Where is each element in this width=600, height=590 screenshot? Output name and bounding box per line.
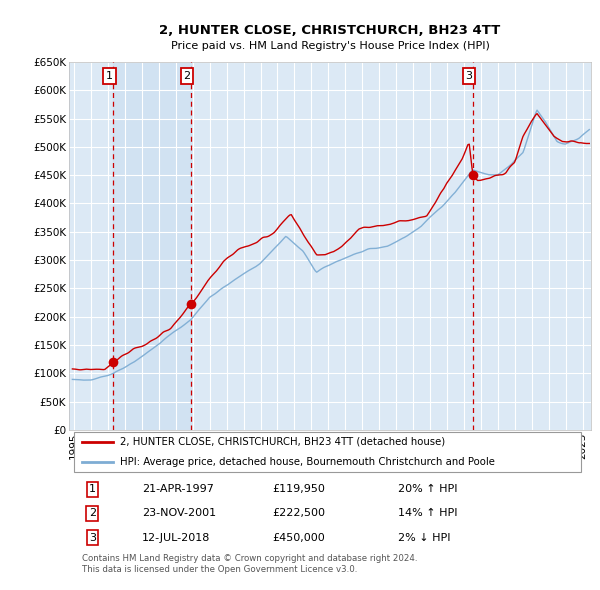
Text: 20% ↑ HPI: 20% ↑ HPI	[398, 484, 457, 494]
Text: 12-JUL-2018: 12-JUL-2018	[142, 533, 211, 543]
Text: 3: 3	[89, 533, 96, 543]
Text: 2: 2	[184, 71, 191, 81]
Text: Contains HM Land Registry data © Crown copyright and database right 2024.
This d: Contains HM Land Registry data © Crown c…	[82, 555, 418, 573]
FancyBboxPatch shape	[74, 431, 581, 472]
Text: 1: 1	[106, 71, 113, 81]
Text: Price paid vs. HM Land Registry's House Price Index (HPI): Price paid vs. HM Land Registry's House …	[170, 41, 490, 51]
Text: 2% ↓ HPI: 2% ↓ HPI	[398, 533, 451, 543]
Text: £119,950: £119,950	[272, 484, 325, 494]
Text: £222,500: £222,500	[272, 509, 326, 518]
Text: 3: 3	[466, 71, 472, 81]
Text: 23-NOV-2001: 23-NOV-2001	[142, 509, 216, 518]
Text: 1: 1	[89, 484, 96, 494]
Bar	[113, 62, 191, 430]
Text: 2: 2	[89, 509, 96, 518]
Text: 2, HUNTER CLOSE, CHRISTCHURCH, BH23 4TT (detached house): 2, HUNTER CLOSE, CHRISTCHURCH, BH23 4TT …	[120, 437, 445, 447]
Text: 21-APR-1997: 21-APR-1997	[142, 484, 214, 494]
Text: 14% ↑ HPI: 14% ↑ HPI	[398, 509, 457, 518]
Text: HPI: Average price, detached house, Bournemouth Christchurch and Poole: HPI: Average price, detached house, Bour…	[120, 457, 495, 467]
Text: 2, HUNTER CLOSE, CHRISTCHURCH, BH23 4TT: 2, HUNTER CLOSE, CHRISTCHURCH, BH23 4TT	[160, 24, 500, 37]
Text: £450,000: £450,000	[272, 533, 325, 543]
